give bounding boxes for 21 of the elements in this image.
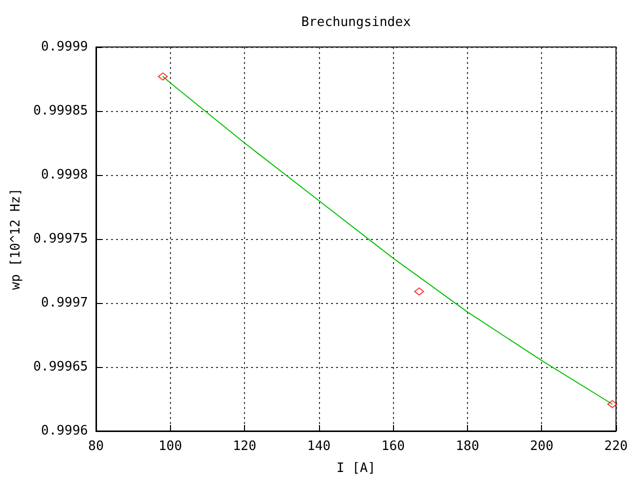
- x-axis-title: I [A]: [336, 461, 376, 476]
- x-tick-label: 100: [158, 439, 182, 454]
- point: [158, 72, 168, 80]
- x-tick-label: 160: [381, 439, 405, 454]
- point: [607, 400, 618, 408]
- x-tick-label: 200: [530, 439, 554, 454]
- x-tick-label: 80: [88, 439, 104, 454]
- y-tick-label: 0.9998: [41, 168, 88, 182]
- x-tick-label: 140: [307, 439, 331, 454]
- y-tick-label: 0.9997: [41, 296, 88, 310]
- x-tick-label: 220: [604, 439, 628, 454]
- x-tick-label: 120: [232, 439, 256, 454]
- y-tick-label: 0.99975: [33, 232, 88, 246]
- point: [414, 287, 424, 296]
- x-tick-label: 180: [456, 439, 480, 454]
- y-tick-label: 0.99985: [33, 104, 88, 118]
- y-tick-label: 0.9999: [41, 40, 88, 54]
- y-tick-label: 0.99965: [33, 360, 88, 374]
- y-tick-label: 0.9996: [41, 424, 88, 438]
- chart-title: Brechungsindex: [301, 15, 411, 30]
- y-axis-title: wp [10^12 Hz]: [8, 188, 24, 290]
